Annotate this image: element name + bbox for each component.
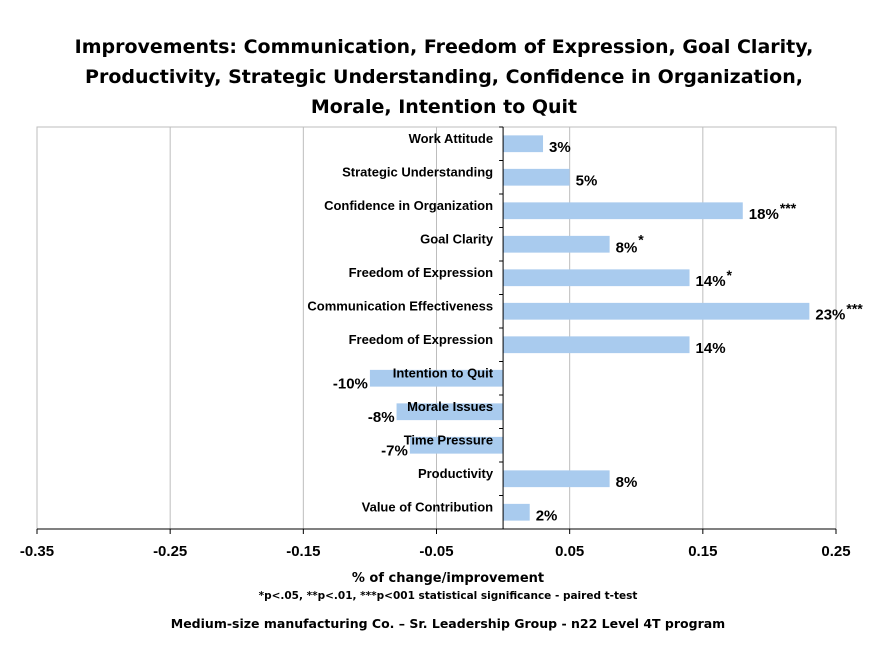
chart-title: Improvements: Communication, Freedom of …: [75, 36, 814, 118]
x-tick-label: 0.05: [555, 543, 584, 560]
category-label: Confidence in Organization: [324, 198, 493, 213]
significance-marker: *: [727, 267, 733, 283]
significance-marker: *: [638, 231, 644, 247]
data-label: 14%: [696, 340, 726, 357]
x-tick-label: -0.25: [153, 543, 187, 560]
category-label: Time Pressure: [404, 432, 493, 447]
x-tick-label: -0.05: [419, 543, 453, 560]
category-label: Communication Effectiveness: [307, 298, 493, 313]
bar: [503, 302, 810, 320]
data-label: 8%: [616, 474, 638, 491]
data-label: 5%: [576, 172, 598, 189]
data-label: -10%: [333, 375, 368, 392]
bar: [503, 202, 743, 220]
data-label: -8%: [368, 409, 395, 426]
category-label: Freedom of Expression: [349, 265, 494, 280]
bar: [503, 503, 530, 521]
chart-title-line-2: Productivity, Strategic Understanding, C…: [85, 66, 803, 88]
data-label: 3%: [549, 139, 571, 156]
data-label: 8%: [616, 239, 638, 256]
category-label: Goal Clarity: [420, 231, 494, 246]
x-axis-label: % of change/improvement: [352, 571, 544, 586]
x-tick-label: -0.15: [286, 543, 320, 560]
category-label: Work Attitude: [409, 131, 494, 146]
x-tick-label: -0.35: [20, 543, 54, 560]
significance-marker: ***: [846, 300, 863, 316]
bar: [503, 269, 690, 287]
category-label: Morale Issues: [407, 399, 493, 414]
data-label: 18%: [749, 206, 779, 223]
bar: [503, 470, 610, 488]
significance-note: *p<.05, **p<.01, ***p<001 statistical si…: [259, 590, 638, 602]
data-label: 14%: [696, 273, 726, 290]
x-tick-label: 0.15: [688, 543, 717, 560]
category-label: Value of Contribution: [362, 499, 493, 514]
data-label: 23%: [815, 306, 845, 323]
bar: [503, 336, 690, 354]
chart-title-line-1: Improvements: Communication, Freedom of …: [75, 36, 814, 58]
x-tick-label: 0.25: [821, 543, 850, 560]
bar: [396, 403, 504, 421]
data-labels: Work Attitude 3% Strategic Understanding 5%…: [307, 131, 863, 525]
category-label: Intention to Quit: [393, 365, 494, 380]
axes: -0.35 -0.25 -0.15 -0.05 0.05 0.15 0.25: [20, 126, 851, 560]
bar: [503, 168, 570, 186]
category-label: Freedom of Expression: [349, 332, 494, 347]
bar: [503, 135, 544, 153]
bar: [369, 369, 504, 387]
bar: [409, 436, 504, 454]
chart-title-line-3: Morale, Intention to Quit: [311, 96, 577, 118]
significance-marker: ***: [780, 200, 797, 216]
data-label: -7%: [381, 442, 408, 459]
category-label: Productivity: [418, 466, 494, 481]
footer-note: Medium-size manufacturing Co. – Sr. Lead…: [171, 616, 725, 631]
data-label: 2%: [536, 507, 558, 524]
bars: [369, 135, 810, 521]
bar: [503, 235, 610, 253]
category-label: Strategic Understanding: [342, 164, 493, 179]
